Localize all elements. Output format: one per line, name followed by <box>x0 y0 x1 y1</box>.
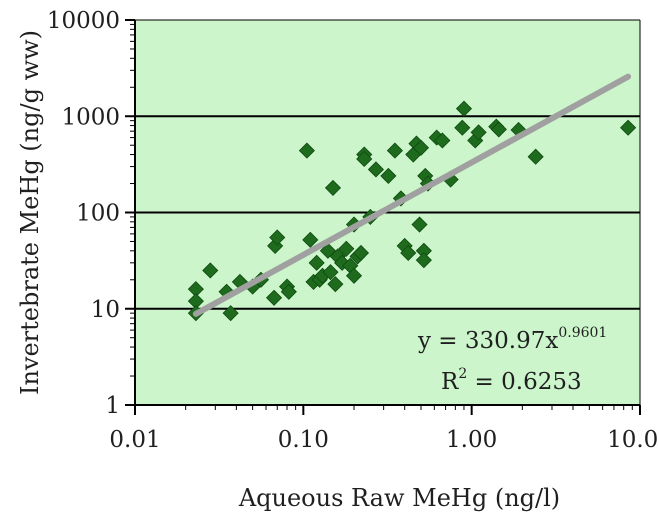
data-point <box>434 132 451 149</box>
equation-base: y = 330.97x <box>417 328 558 354</box>
data-point <box>527 148 544 165</box>
y-tick-label: 1000 <box>61 104 120 130</box>
data-point <box>386 142 403 159</box>
data-point <box>265 289 283 306</box>
data-point <box>356 150 373 168</box>
tick-labels: 1 10 100 1000 10000 0.01 0.10 1.00 10.00 <box>47 8 659 453</box>
data-point <box>302 231 319 248</box>
data-point <box>322 264 339 281</box>
data-point <box>222 305 239 322</box>
trendline-layer <box>192 73 632 317</box>
data-point <box>345 267 363 284</box>
trendline-equation: y = 330.97x0.9601 <box>417 325 607 354</box>
data-point <box>454 119 471 136</box>
data-point <box>411 216 428 233</box>
data-point <box>400 244 417 262</box>
y-tick-label: 10 <box>91 297 120 323</box>
trendline <box>192 73 632 317</box>
r2-value: = 0.6253 <box>467 369 581 395</box>
data-point <box>367 161 385 178</box>
data-point <box>415 252 432 269</box>
data-point <box>324 179 342 196</box>
x-tick-label: 1.00 <box>446 427 497 453</box>
y-tick-label: 10000 <box>47 8 120 34</box>
data-point <box>490 121 507 138</box>
data-point <box>470 124 487 141</box>
x-tick-label: 0.01 <box>109 427 160 453</box>
r-squared-label: R2 = 0.6253 <box>441 366 582 395</box>
data-point <box>380 167 397 184</box>
r2-symbol: R <box>441 369 459 395</box>
data-point <box>327 276 344 293</box>
x-tick-label: 0.10 <box>278 427 329 453</box>
y-axis-title: Invertebrate MeHg (ng/g ww) <box>16 30 44 395</box>
data-point <box>298 142 315 159</box>
y-tick-label: 1 <box>105 393 120 419</box>
data-point <box>280 283 297 300</box>
x-tick-label: 10.00 <box>607 427 659 453</box>
x-axis-title: Aqueous Raw MeHg (ng/l) <box>238 484 560 512</box>
r2-superscript: 2 <box>458 366 467 382</box>
y-tick-label: 100 <box>76 201 120 227</box>
data-point <box>308 254 325 271</box>
data-point <box>620 119 637 136</box>
data-point <box>455 100 473 117</box>
data-point <box>338 240 355 257</box>
equation-exponent: 0.9601 <box>558 325 607 341</box>
data-point <box>202 262 219 279</box>
data-point <box>269 229 286 246</box>
data-point <box>352 244 370 262</box>
axes <box>125 19 641 415</box>
data-point <box>412 139 430 156</box>
